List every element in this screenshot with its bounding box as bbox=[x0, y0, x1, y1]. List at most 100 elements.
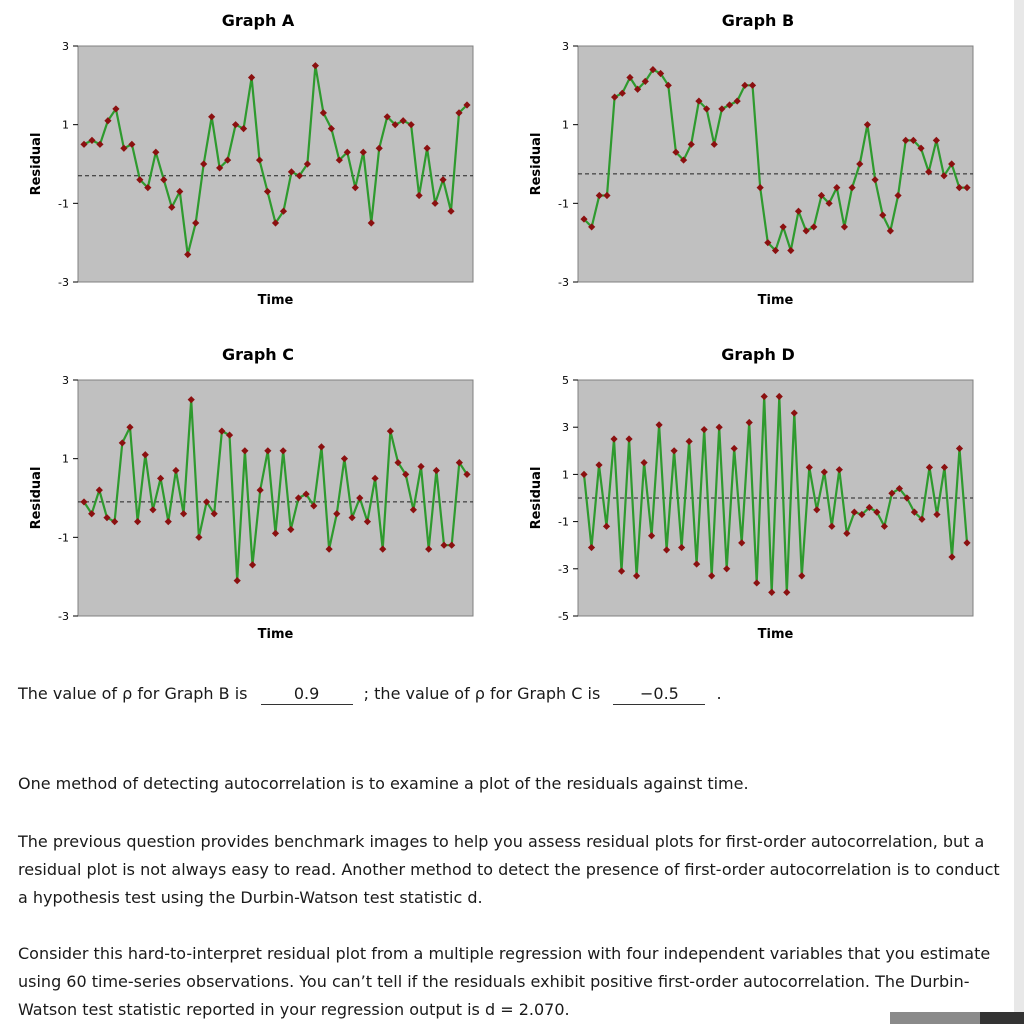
data-point bbox=[295, 172, 304, 180]
data-point bbox=[402, 470, 410, 478]
data-point bbox=[232, 121, 240, 129]
chart-svg: Graph C 3 1 -1 -3 Residual Time bbox=[29, 345, 474, 642]
data-point bbox=[850, 508, 858, 516]
data-point bbox=[925, 168, 933, 176]
data-point bbox=[383, 113, 391, 121]
data-point bbox=[287, 525, 295, 534]
data-point bbox=[790, 409, 798, 417]
y-tick-label: 3 bbox=[62, 374, 69, 387]
data-point bbox=[664, 81, 672, 89]
y-tick-label: -1 bbox=[558, 197, 569, 210]
data-point bbox=[779, 223, 787, 231]
chart-title: Graph D bbox=[721, 345, 795, 364]
y-axis-label: Residual bbox=[29, 467, 44, 530]
data-point bbox=[871, 176, 879, 184]
data-point bbox=[940, 172, 948, 180]
data-point bbox=[216, 164, 224, 172]
y-axis-label: Residual bbox=[529, 133, 544, 196]
data-point bbox=[287, 168, 296, 176]
y-tick-label: -1 bbox=[58, 197, 69, 210]
data-point bbox=[202, 498, 211, 506]
data-point bbox=[840, 223, 849, 231]
data-point bbox=[835, 466, 843, 474]
data-point bbox=[580, 215, 588, 223]
data-point bbox=[120, 144, 128, 152]
scrollbar[interactable] bbox=[1014, 0, 1024, 1024]
data-point bbox=[955, 184, 963, 192]
y-tick-label: 3 bbox=[62, 40, 69, 53]
y-axis-label: Residual bbox=[29, 133, 44, 196]
data-point bbox=[910, 508, 919, 516]
data-point bbox=[865, 503, 873, 512]
data-point bbox=[417, 462, 425, 471]
data-point bbox=[319, 109, 327, 117]
data-point bbox=[940, 463, 949, 471]
data-point bbox=[625, 435, 633, 443]
data-point bbox=[317, 443, 326, 451]
data-point bbox=[879, 211, 887, 219]
plot-area bbox=[77, 45, 474, 283]
data-point bbox=[136, 176, 144, 184]
y-tick-label: -1 bbox=[58, 531, 69, 544]
chart-svg: Graph B 3 1 -1 -3 Residual Time bbox=[529, 11, 974, 308]
data-point bbox=[104, 117, 112, 125]
y-tick-label: -5 bbox=[558, 610, 569, 623]
data-point bbox=[247, 73, 256, 82]
data-point bbox=[886, 227, 894, 235]
data-point bbox=[208, 113, 216, 121]
data-point bbox=[463, 101, 471, 109]
data-point bbox=[386, 427, 394, 435]
data-point bbox=[431, 199, 439, 207]
data-point bbox=[618, 89, 626, 97]
data-point bbox=[833, 184, 841, 192]
data-point bbox=[311, 62, 319, 70]
data-point bbox=[948, 160, 956, 168]
data-point bbox=[184, 250, 192, 259]
data-point bbox=[351, 184, 359, 192]
data-point bbox=[294, 494, 303, 502]
data-point bbox=[415, 191, 423, 200]
data-point bbox=[902, 136, 910, 144]
data-point bbox=[756, 184, 764, 192]
data-point bbox=[802, 227, 810, 235]
x-axis-label: Time bbox=[758, 293, 794, 308]
y-axis-label: Residual bbox=[529, 467, 544, 530]
paragraph-3: Consider this hard-to-interpret residual… bbox=[18, 944, 991, 1019]
data-point bbox=[335, 156, 343, 164]
y-tick-label: -3 bbox=[558, 563, 569, 576]
data-point bbox=[649, 66, 657, 74]
data-point bbox=[825, 199, 833, 207]
data-point bbox=[848, 184, 856, 192]
data-point bbox=[794, 207, 803, 215]
data-point bbox=[399, 117, 407, 125]
data-point bbox=[144, 184, 152, 192]
data-point bbox=[932, 136, 940, 144]
x-axis-label: Time bbox=[758, 627, 794, 642]
data-point bbox=[856, 160, 864, 168]
data-point bbox=[224, 156, 232, 164]
data-point bbox=[455, 109, 463, 117]
rho-question: The value of ρ for Graph B is 0.9 ; the … bbox=[18, 684, 722, 705]
data-point bbox=[239, 125, 248, 133]
y-tick-label: 3 bbox=[562, 421, 569, 434]
data-point bbox=[718, 105, 726, 113]
data-point bbox=[787, 246, 795, 255]
y-tick-label: 1 bbox=[562, 468, 569, 481]
data-point bbox=[695, 97, 703, 105]
data-point bbox=[303, 160, 312, 168]
graph-c-rho-answer[interactable]: −0.5 bbox=[613, 684, 706, 705]
data-point bbox=[192, 219, 200, 227]
data-point bbox=[909, 136, 917, 144]
data-point bbox=[810, 223, 818, 231]
data-point bbox=[783, 588, 791, 596]
data-point bbox=[160, 176, 168, 184]
data-point bbox=[723, 565, 731, 573]
data-point bbox=[96, 140, 104, 148]
y-tick-label: 5 bbox=[562, 374, 569, 387]
data-point bbox=[111, 518, 119, 526]
graph-c-chart: Graph C 3 1 -1 -3 Residual Time bbox=[20, 334, 480, 654]
data-point bbox=[168, 203, 176, 211]
data-point bbox=[933, 510, 941, 519]
data-point bbox=[359, 148, 367, 156]
graph-b-rho-answer[interactable]: 0.9 bbox=[260, 684, 353, 705]
